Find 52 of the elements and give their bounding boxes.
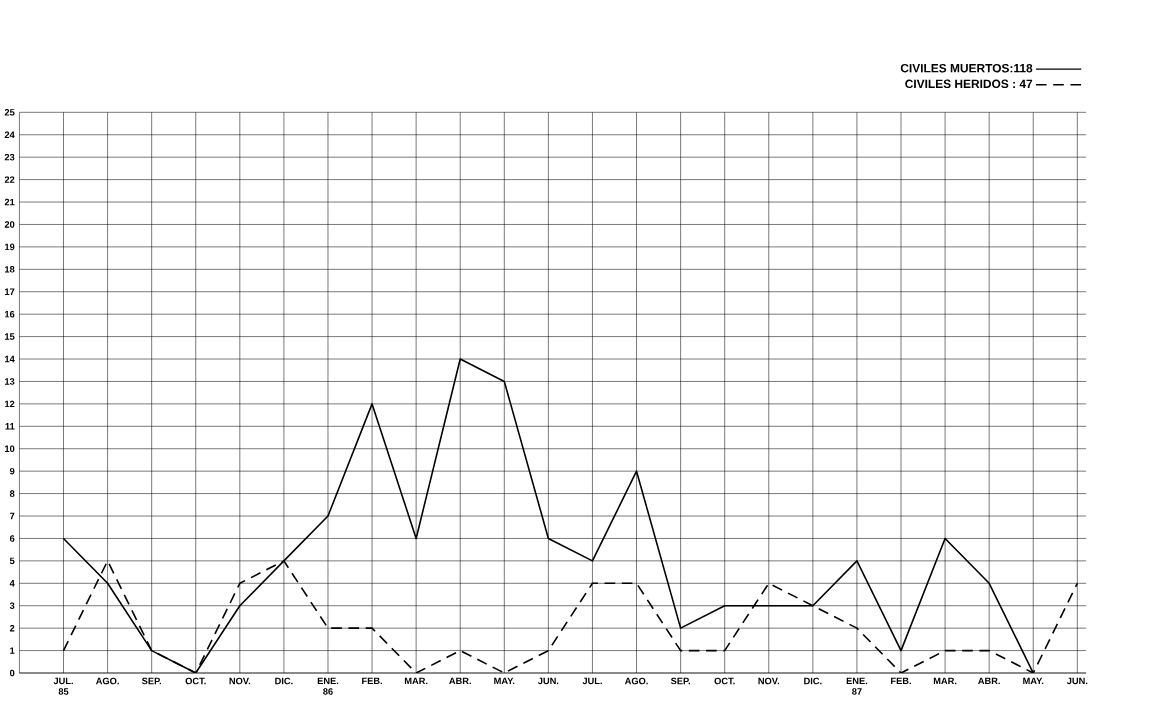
x-tick-label: FEB. <box>362 677 382 685</box>
y-tick-label: 10 <box>5 445 15 453</box>
x-tick-label: ENE. 86 <box>317 677 339 695</box>
y-tick-label: 13 <box>5 378 15 385</box>
y-tick-label: 18 <box>5 266 15 273</box>
y-tick-label: 14 <box>5 355 15 363</box>
y-tick-label: 11 <box>5 423 15 430</box>
x-tick-label: MAY. <box>494 677 515 685</box>
x-tick-label: JUN. <box>1066 677 1088 685</box>
y-tick-label: 5 <box>9 557 15 565</box>
x-tick-label: ENE. 87 <box>846 677 868 695</box>
x-tick-label: JUL. 85 <box>53 677 73 695</box>
y-tick-label: 3 <box>9 602 15 610</box>
x-tick-label: MAR. <box>404 677 428 685</box>
x-tick-label: SEP. <box>670 677 690 685</box>
x-tick-label: FEB. <box>891 677 911 685</box>
x-tick-label: SEP. <box>141 677 162 685</box>
y-tick-label: 23 <box>4 154 15 161</box>
x-tick-label: AGO. <box>624 677 648 685</box>
y-tick-label: 7 <box>9 512 15 520</box>
y-tick-label: 16 <box>5 311 15 318</box>
x-tick-label: ABR. <box>449 677 471 685</box>
y-tick-label: 21 <box>4 198 15 206</box>
y-tick-label: 15 <box>5 333 15 340</box>
x-tick-label: MAY. <box>1023 677 1044 685</box>
x-tick-label: OCT. <box>714 677 735 685</box>
x-tick-label: JUL. <box>582 677 602 685</box>
y-tick-label: 22 <box>4 176 15 183</box>
x-tick-label: NOV. <box>229 677 251 685</box>
y-tick-label: 8 <box>9 490 15 498</box>
x-tick-label: MAR. <box>933 677 957 685</box>
y-tick-label: 2 <box>9 625 15 632</box>
y-tick-label: 17 <box>5 288 15 296</box>
y-tick-label: 24 <box>4 131 15 139</box>
x-tick-label: OCT. <box>185 677 206 685</box>
legend-label: CIVILES HERIDOS : 47 <box>905 79 1033 89</box>
x-tick-label: ABR. <box>978 677 1000 685</box>
y-tick-label: 25 <box>4 109 15 116</box>
x-tick-label: DIC. <box>275 677 293 685</box>
y-tick-label: 20 <box>4 221 15 228</box>
x-tick-label: NOV. <box>758 677 780 685</box>
y-tick-label: 4 <box>9 580 15 587</box>
x-tick-label: AGO. <box>95 677 119 685</box>
legend-label: CIVILES MUERTOS:118 <box>900 64 1033 73</box>
y-tick-label: 9 <box>9 468 15 475</box>
y-tick-label: 0 <box>9 669 15 677</box>
x-tick-label: DIC. <box>804 677 822 685</box>
y-tick-label: 12 <box>5 400 15 408</box>
y-tick-label: 6 <box>9 535 15 542</box>
y-tick-label: 1 <box>10 647 15 654</box>
x-tick-label: JUN. <box>537 677 559 685</box>
y-tick-label: 19 <box>5 243 15 251</box>
